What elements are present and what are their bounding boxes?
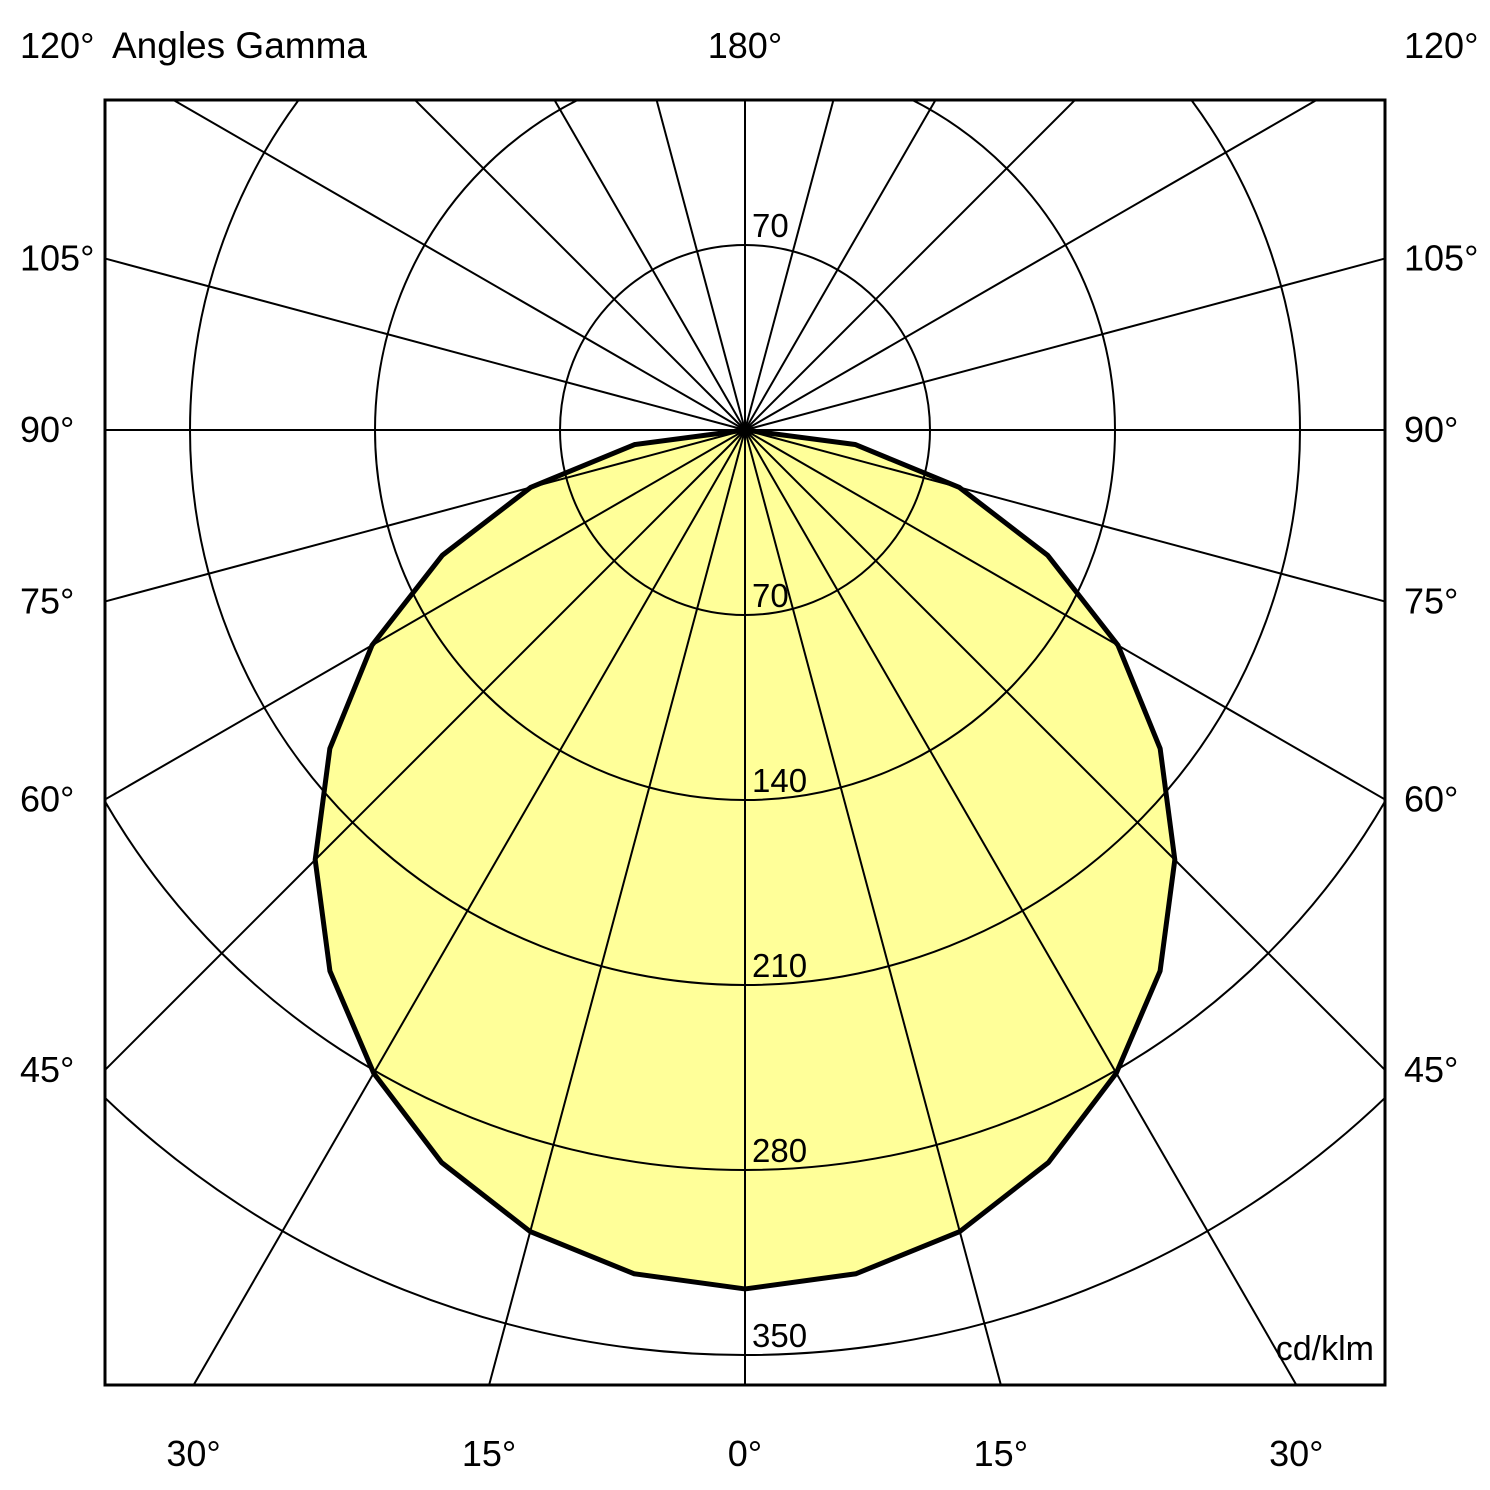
angle-grid-line — [105, 429, 746, 801]
radial-tick-label: 350 — [752, 1317, 807, 1354]
angle-grid-line — [488, 429, 746, 1385]
angle-grid-line — [171, 100, 746, 431]
angle-grid-line — [744, 429, 1385, 801]
angle-grid-line — [744, 100, 937, 431]
angle-grid-line — [744, 429, 1385, 1072]
radial-tick-label: 140 — [752, 762, 807, 799]
radial-tick-label: 210 — [752, 947, 807, 984]
angle-grid-line — [744, 429, 1385, 603]
angle-label-right: 45° — [1404, 1049, 1458, 1090]
angle-label-bottom: 0° — [728, 1433, 762, 1474]
angle-grid-line — [744, 429, 1002, 1385]
angle-label-left: 75° — [20, 580, 74, 621]
plot-border — [103, 98, 1387, 1387]
angle-grid-line — [413, 100, 746, 431]
radial-tick-label-upper: 70 — [752, 207, 789, 244]
radial-tick-label: 280 — [752, 1132, 807, 1169]
angle-grid-line — [655, 100, 746, 431]
angle-grid-line — [744, 257, 1385, 431]
angle-label-left: 105° — [20, 238, 94, 279]
angle-label-right: 90° — [1404, 409, 1458, 450]
angle-label-bottom: 15° — [974, 1433, 1028, 1474]
radial-tick-label: 70 — [752, 577, 789, 614]
angle-grid-line — [105, 429, 746, 1072]
angle-label-left: 45° — [20, 1049, 74, 1090]
angle-label-right: 120° — [1404, 25, 1478, 66]
angle-label-180: 180° — [708, 25, 782, 66]
angle-label-left: 90° — [20, 409, 74, 450]
angle-grid-line — [744, 100, 1319, 431]
angle-label-bottom: 30° — [166, 1433, 220, 1474]
chart-title-label: Angles Gamma — [112, 25, 367, 66]
angle-label-left: 120° — [20, 25, 94, 66]
angle-label-bottom: 30° — [1269, 1433, 1323, 1474]
angle-grid-line — [105, 429, 746, 603]
unit-label: cd/klm — [1276, 1330, 1374, 1368]
angle-label-right: 105° — [1404, 238, 1478, 279]
angle-grid-line — [744, 100, 835, 431]
angle-grid-line — [192, 429, 746, 1385]
angle-grid-line — [553, 100, 746, 431]
angle-grid-line — [744, 100, 1077, 431]
angle-label-left: 60° — [20, 779, 74, 820]
angle-label-right: 60° — [1404, 779, 1458, 820]
intensity-curve-outline — [312, 427, 1178, 1292]
angle-grid-line — [105, 257, 746, 431]
angle-label-bottom: 15° — [462, 1433, 516, 1474]
angle-label-right: 75° — [1404, 580, 1458, 621]
angle-grid-line — [744, 429, 1298, 1385]
